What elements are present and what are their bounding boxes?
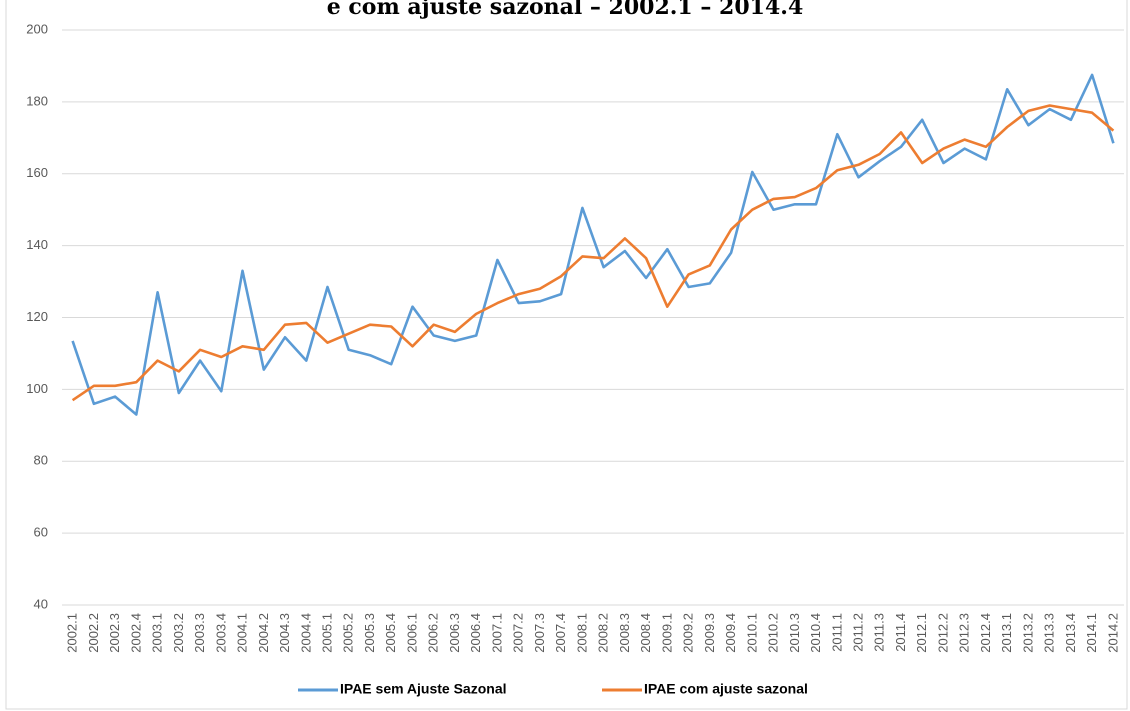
x-tick-label: 2007.4 — [553, 613, 568, 653]
y-tick-label: 40 — [34, 596, 48, 611]
x-tick-label: 2009.1 — [659, 613, 674, 653]
x-tick-label: 2011.2 — [851, 613, 866, 652]
y-tick-label: 200 — [26, 21, 48, 36]
legend-label: IPAE com ajuste sazonal — [644, 681, 808, 697]
x-tick-label: 2007.1 — [489, 613, 504, 653]
x-tick-label: 2004.2 — [256, 613, 271, 653]
x-tick-label: 2006.2 — [426, 613, 441, 653]
series-line — [71, 104, 1115, 402]
x-tick-label: 2003.2 — [171, 613, 186, 653]
x-tick-label: 2010.3 — [787, 613, 802, 653]
x-tick-label: 2013.2 — [1020, 613, 1035, 653]
chart-border — [5, 0, 1128, 710]
x-tick-label: 2002.1 — [65, 613, 80, 653]
legend: IPAE sem Ajuste Sazonal IPAE com ajuste s… — [298, 681, 808, 697]
x-tick-label: 2008.3 — [617, 613, 632, 653]
x-tick-label: 2007.3 — [532, 613, 547, 653]
x-tick-label: 2011.1 — [829, 613, 844, 652]
x-tick-label: 2003.3 — [192, 613, 207, 653]
x-tick-label: 2008.4 — [638, 613, 653, 653]
x-tick-label: 2004.1 — [235, 613, 250, 653]
x-tick-label: 2003.4 — [213, 613, 228, 653]
x-tick-label: 2012.1 — [914, 613, 929, 653]
x-tick-label: 2008.1 — [574, 613, 589, 653]
x-tick-label: 2010.4 — [808, 613, 823, 653]
x-tick-label: 2009.3 — [702, 613, 717, 653]
x-tick-label: 2008.2 — [596, 613, 611, 653]
y-tick-label: 60 — [34, 525, 48, 540]
x-tick-label: 2002.4 — [128, 613, 143, 653]
x-tick-label: 2014.2 — [1105, 613, 1120, 653]
y-tick-label: 80 — [34, 453, 48, 468]
y-tick-label: 180 — [26, 93, 48, 108]
x-tick-label: 2011.3 — [872, 613, 887, 652]
x-tick-label: 2005.2 — [341, 613, 356, 653]
y-tick-label: 100 — [26, 381, 48, 396]
x-tick-label: 2010.2 — [766, 613, 781, 653]
x-tick-label: 2004.4 — [298, 613, 313, 653]
x-tick-label: 2012.3 — [957, 613, 972, 653]
x-tick-label: 2011.4 — [893, 613, 908, 652]
chart-title: e com ajuste sazonal – 2002.1 – 2014.4 — [327, 0, 804, 20]
series-line — [71, 73, 1115, 416]
x-tick-label: 2006.4 — [468, 613, 483, 653]
x-tick-label: 2002.3 — [107, 613, 122, 653]
x-tick-label: 2002.2 — [86, 613, 101, 653]
x-tick-label: 2005.1 — [320, 613, 335, 653]
x-tick-label: 2013.3 — [1042, 613, 1057, 653]
x-tick-label: 2004.3 — [277, 613, 292, 653]
x-tick-label: 2009.4 — [723, 613, 738, 653]
y-tick-label: 140 — [26, 237, 48, 252]
x-tick-label: 2013.1 — [999, 613, 1014, 653]
x-tick-label: 2006.3 — [447, 613, 462, 653]
x-tick-label: 2005.3 — [362, 613, 377, 653]
legend-label: IPAE sem Ajuste Sazonal — [340, 681, 507, 697]
x-tick-label: 2012.4 — [978, 613, 993, 653]
y-tick-label: 120 — [26, 309, 48, 324]
x-tick-label: 2012.2 — [935, 613, 950, 653]
x-tick-label: 2003.1 — [150, 613, 165, 653]
x-tick-label: 2007.2 — [511, 613, 526, 653]
x-tick-label: 2005.4 — [383, 613, 398, 653]
x-tick-label: 2009.2 — [681, 613, 696, 653]
x-tick-label: 2006.1 — [404, 613, 419, 653]
x-tick-label: 2010.1 — [744, 613, 759, 653]
y-tick-label: 160 — [26, 165, 48, 180]
x-tick-label: 2014.1 — [1084, 613, 1099, 653]
x-tick-label: 2013.4 — [1063, 613, 1078, 653]
